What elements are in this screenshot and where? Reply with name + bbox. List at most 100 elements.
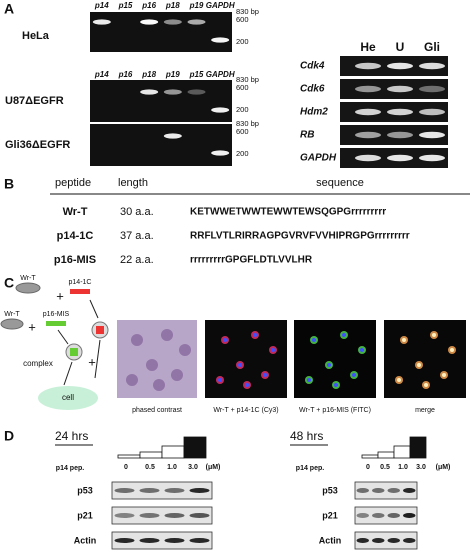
lane-label: p15 <box>189 70 204 79</box>
nucleus-spot <box>352 373 356 377</box>
cell-spot <box>126 374 138 386</box>
blot-band <box>114 513 135 518</box>
column-label: He <box>360 40 376 54</box>
micrograph-caption: merge <box>415 407 435 414</box>
gel <box>90 80 232 122</box>
dose-value: 1.0 <box>167 464 177 471</box>
blot-band <box>372 538 385 543</box>
panel-label: B <box>4 176 14 192</box>
table-header: sequence <box>316 177 364 189</box>
blot-band <box>403 513 416 518</box>
lane-label: p18 <box>141 70 156 79</box>
nucleus-spot <box>342 333 346 337</box>
time-label: 48 hrs <box>290 429 323 443</box>
dose-ramp <box>117 454 141 459</box>
gel-band <box>387 85 413 93</box>
gene-label: Cdk6 <box>300 84 325 95</box>
dose-ramp <box>393 445 411 459</box>
nucleus-spot <box>307 378 311 382</box>
diagram-label: Wr-T <box>4 311 20 318</box>
marker-label: 600 <box>236 83 249 92</box>
gel-band <box>140 89 159 95</box>
gel-band <box>355 108 381 116</box>
nucleus-spot <box>334 383 338 387</box>
gel-band <box>355 62 381 70</box>
blot <box>354 481 418 500</box>
peptide-sequence: RRFLVTLRIRRAGPGVRVFVVHIPRGPGrrrrrrrrr <box>190 231 410 242</box>
lane-label: p14 <box>94 70 109 79</box>
peptide-sequence: rrrrrrrrrGPGFLDTLVVLHR <box>190 255 313 266</box>
blot-band <box>189 488 210 493</box>
gel-band <box>419 131 445 139</box>
blot-band <box>164 488 185 493</box>
protein-label: Actin <box>74 535 97 545</box>
diagram-label: + <box>28 319 36 334</box>
marker-label: 830 bp <box>236 119 259 128</box>
protein-label: p21 <box>77 510 93 520</box>
diagram-label: complex <box>23 359 53 368</box>
gel-band <box>187 19 206 25</box>
gel-band <box>92 19 111 25</box>
nucleus-spot <box>263 373 267 377</box>
nucleus-spot <box>360 348 364 352</box>
peptide-length: 22 a.a. <box>120 254 154 266</box>
blot-band <box>164 513 185 518</box>
cell-spot <box>171 369 183 381</box>
dose-ramp <box>161 445 185 459</box>
gel <box>90 124 232 166</box>
blot <box>111 531 213 550</box>
lane-label: p15 <box>118 1 133 10</box>
gel-band <box>419 108 445 116</box>
lane-label: p16 <box>141 1 156 10</box>
dose-value: 3.0 <box>188 464 198 471</box>
gel-band <box>163 133 182 139</box>
gene-label: Hdm2 <box>300 107 328 118</box>
blot-band <box>403 538 416 543</box>
gel-band <box>387 131 413 139</box>
gene-label: GAPDH <box>300 153 337 164</box>
micrograph-caption: Wr-T + p16-MIS (FITC) <box>299 407 371 414</box>
peptide-name: p16-MIS <box>54 254 96 266</box>
micrograph-caption: Wr-T + p14-1C (Cy3) <box>213 407 278 414</box>
blot-band <box>387 488 400 493</box>
dose-value: 0 <box>124 464 128 471</box>
gel-band <box>211 107 230 113</box>
panel-label: C <box>4 275 14 291</box>
blot <box>354 506 418 525</box>
marker-label: 200 <box>236 105 249 114</box>
blot-band <box>164 538 185 543</box>
gel-band <box>419 85 445 93</box>
column-label: Gli <box>424 40 440 54</box>
marker-label: 830 bp <box>236 7 259 16</box>
blot-band <box>356 538 369 543</box>
marker-label: 830 bp <box>236 75 259 84</box>
complex-icon <box>70 348 78 356</box>
blot-band <box>114 538 135 543</box>
nucleus-spot <box>312 338 316 342</box>
blot <box>111 506 213 525</box>
cell-line: HeLa <box>22 30 50 42</box>
cell-icon <box>38 386 98 410</box>
dose-value: 0 <box>366 464 370 471</box>
nucleus-spot <box>245 383 249 387</box>
arrow <box>89 299 99 319</box>
peptide-icon <box>70 289 90 294</box>
peptide-icon <box>15 282 41 294</box>
gel-band <box>140 19 159 25</box>
nucleus-spot <box>424 383 428 387</box>
lane-label: p14 <box>94 1 109 10</box>
blot-band <box>139 513 160 518</box>
nucleus-spot <box>327 363 331 367</box>
diagram-label: + <box>88 354 96 369</box>
blot-band <box>403 488 416 493</box>
dose-ramp <box>139 451 163 459</box>
lane-label: p18 <box>165 1 180 10</box>
cell-line: U87ΔEGFR <box>5 95 64 107</box>
panel-label: A <box>4 1 14 17</box>
gel-band <box>355 154 381 162</box>
gel-band <box>387 108 413 116</box>
blot-band <box>372 488 385 493</box>
blot-band <box>372 513 385 518</box>
cell-spot <box>161 329 173 341</box>
dose-ramp <box>361 454 379 459</box>
